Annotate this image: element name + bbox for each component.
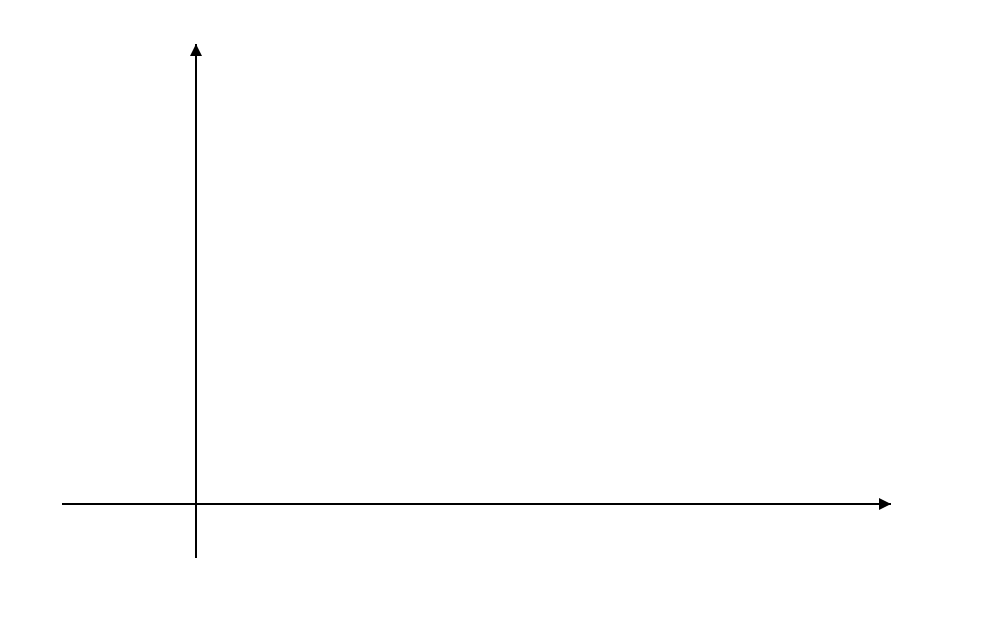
svg-marker-0 — [879, 498, 891, 510]
svg-marker-1 — [190, 44, 202, 56]
